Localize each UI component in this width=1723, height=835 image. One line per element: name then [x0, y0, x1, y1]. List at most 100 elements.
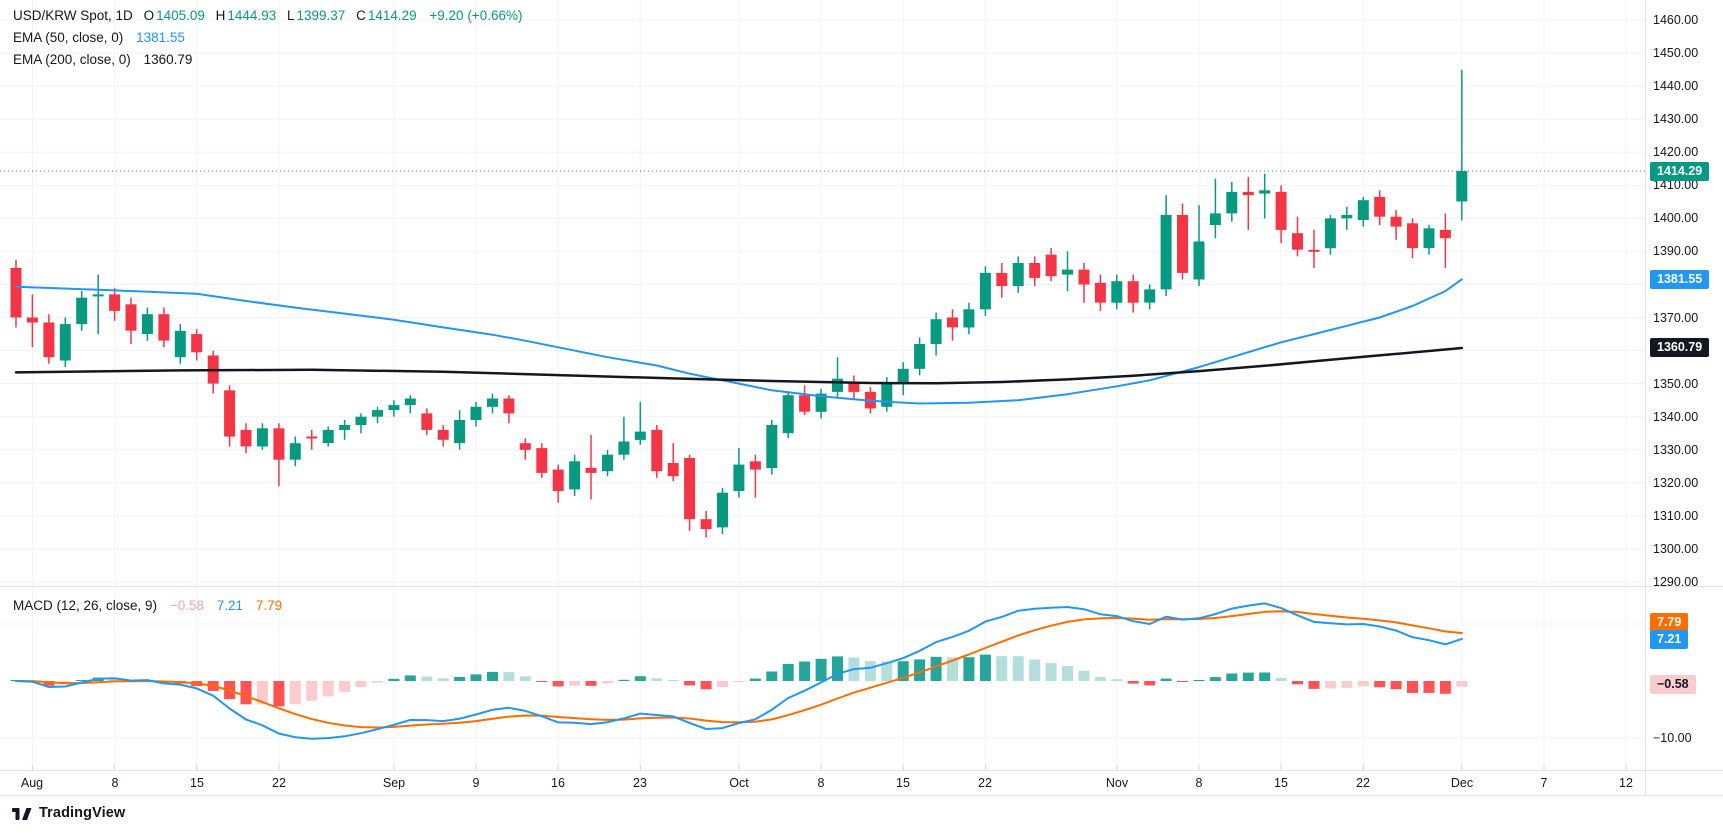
- macd-histogram-bar: [602, 681, 613, 684]
- macd-histogram-bar: [651, 678, 663, 681]
- chart-plot-area[interactable]: [0, 0, 1645, 795]
- tradingview-logo-text: TradingView: [39, 805, 126, 821]
- candle-body: [372, 410, 383, 417]
- macd-signal-value: 7.79: [255, 598, 283, 613]
- price-axis-label: 1370.00: [1653, 311, 1699, 325]
- macd-histogram-bar: [634, 676, 646, 681]
- candle-body: [651, 429, 663, 472]
- time-axis-border: [0, 770, 1723, 771]
- candle-body: [799, 395, 811, 412]
- pane-divider[interactable]: [0, 586, 1723, 587]
- macd-histogram-bar: [43, 681, 55, 686]
- price-axis-badge: 1414.29: [1650, 162, 1710, 181]
- macd-histogram-bar: [519, 676, 531, 681]
- price-axis-label: 1290.00: [1653, 575, 1699, 589]
- macd-histogram-bar: [700, 681, 712, 690]
- macd-hist-value: −0.58: [169, 598, 204, 613]
- price-axis-label: 1440.00: [1653, 79, 1699, 93]
- macd-histogram-bar: [1094, 676, 1106, 681]
- candle-body: [322, 429, 334, 444]
- macd-histogram-bar: [487, 671, 498, 681]
- candle-body: [191, 334, 203, 353]
- macd-histogram-bar: [339, 681, 351, 692]
- macd-histogram-bar: [503, 672, 515, 681]
- candle-body: [224, 390, 236, 437]
- macd-histogram-bar: [832, 656, 843, 681]
- price-axis-label: 1420.00: [1653, 145, 1699, 159]
- candle-body: [914, 344, 926, 369]
- macd-histogram-bar: [815, 658, 827, 681]
- candle-body: [1062, 269, 1073, 275]
- macd-histogram-bar: [914, 659, 926, 681]
- bottom-border: [0, 795, 1723, 796]
- price-axis-label: 1390.00: [1653, 244, 1699, 258]
- ema200-line: [14, 346, 1464, 385]
- macd-histogram-bar: [749, 678, 761, 681]
- macd-histogram-bar: [388, 678, 400, 681]
- macd-histogram-bar: [1193, 680, 1205, 681]
- macd-histogram-bar: [618, 679, 630, 681]
- macd-histogram-bar: [1242, 672, 1254, 681]
- time-axis[interactable]: Aug 8 15 22 Sep 9 16 23 Oct 8 15 22 Nov 8 15 22 Dec 7 12: [0, 771, 1645, 795]
- macd-histogram-bar: [1078, 670, 1090, 681]
- ema200-legend-row: EMA (200, close, 0) 1360.79: [13, 49, 522, 71]
- macd-axis-badge: −0.58: [1650, 675, 1696, 694]
- macd-histogram-bar: [1423, 681, 1435, 693]
- macd-histogram-bar: [1144, 681, 1156, 686]
- price-axis-label: 1460.00: [1653, 13, 1699, 27]
- macd-histogram-bar: [1357, 681, 1369, 687]
- macd-label[interactable]: MACD (12, 26, close, 9): [13, 598, 158, 613]
- candle-body: [536, 448, 548, 473]
- candle-body: [602, 454, 613, 472]
- time-axis-label: 8: [1195, 776, 1203, 790]
- macd-histogram-bar: [881, 661, 893, 681]
- time-axis-label: 15: [1274, 776, 1288, 790]
- macd-histogram-bar: [684, 681, 696, 686]
- macd-histogram-bar: [470, 674, 482, 681]
- ema200-value: 1360.79: [143, 52, 193, 67]
- candle-body: [141, 314, 153, 334]
- candle-body: [92, 294, 104, 297]
- candle-body: [174, 330, 186, 358]
- candle-body: [1275, 191, 1287, 230]
- candle-body: [125, 304, 137, 331]
- macd-histogram-bar: [1029, 659, 1041, 681]
- time-axis-label: Aug: [20, 776, 44, 790]
- candle-body: [782, 395, 794, 434]
- candle-body: [749, 461, 761, 470]
- price-axis-label: 1310.00: [1653, 509, 1699, 523]
- macd-histogram-bar: [963, 657, 975, 681]
- candle-body: [26, 317, 38, 323]
- symbol-title[interactable]: USD/KRW Spot, 1D: [13, 8, 133, 23]
- candle-body: [1094, 282, 1106, 303]
- ema200-label[interactable]: EMA (200, close, 0): [13, 52, 131, 67]
- macd-line-value: 7.21: [216, 598, 244, 613]
- price-axis[interactable]: 1460.00 1450.00 1440.00 1430.00 1420.00 1410.…: [1646, 0, 1723, 795]
- macd-histogram-bar: [536, 681, 548, 682]
- candle-body: [503, 398, 515, 414]
- macd-histogram-bar: [1111, 679, 1123, 681]
- macd-histogram-bar: [1259, 672, 1271, 681]
- ema50-label[interactable]: EMA (50, close, 0): [13, 30, 124, 45]
- macd-histogram-bar: [552, 681, 564, 687]
- macd-histogram-bar: [979, 654, 991, 681]
- macd-histogram-bar: [421, 676, 433, 681]
- candle-body: [1193, 241, 1205, 280]
- time-axis-label: 22: [978, 776, 992, 790]
- macd-histogram-bar: [1209, 677, 1221, 681]
- time-axis-label: Nov: [1105, 776, 1129, 790]
- price-axis-label: 1450.00: [1653, 46, 1699, 60]
- macd-histogram-bar: [1292, 681, 1303, 685]
- candle-body: [339, 425, 351, 430]
- candle-body: [585, 467, 597, 473]
- macd-histogram-bar: [1456, 681, 1468, 687]
- time-axis-label: 23: [633, 776, 647, 790]
- candle-body: [487, 398, 498, 407]
- high-value: 1444.93: [227, 8, 277, 23]
- time-axis-label: 22: [272, 776, 286, 790]
- tradingview-logo[interactable]: TradingView: [12, 803, 125, 823]
- macd-histogram-bar: [947, 657, 958, 681]
- close-value: 1414.29: [367, 8, 417, 23]
- candle-body: [1259, 190, 1271, 194]
- macd-histogram-bar: [289, 681, 301, 705]
